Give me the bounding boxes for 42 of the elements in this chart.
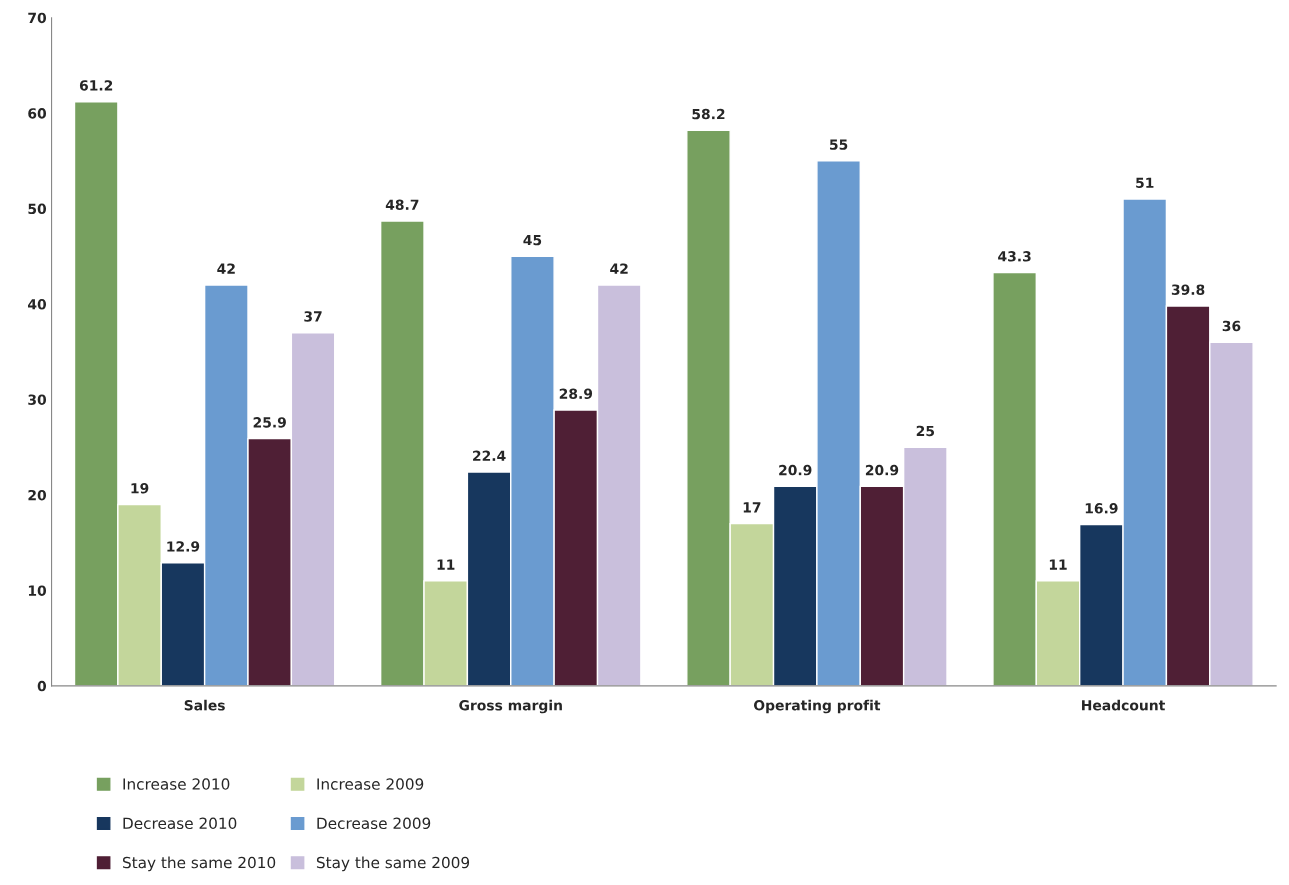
legend-label: Decrease 2009 <box>317 817 431 830</box>
data-label: 48.7 <box>385 199 419 210</box>
y-tick-label: 10 <box>28 585 47 596</box>
data-label: 45 <box>523 234 542 246</box>
data-label: 17 <box>743 502 761 513</box>
data-label: 61.2 <box>79 80 113 91</box>
data-label: 11 <box>1049 559 1067 570</box>
data-label: 42 <box>217 263 235 274</box>
x-tick-label: Gross margin <box>459 699 562 714</box>
x-tick-label: Operating profit <box>753 699 881 714</box>
y-tick-label: 60 <box>28 108 47 119</box>
data-label: 55 <box>830 139 848 150</box>
data-label: 22.4 <box>473 450 506 461</box>
y-tick-label: 70 <box>28 12 47 24</box>
data-label: 37 <box>304 311 322 322</box>
data-label: 42 <box>610 263 628 274</box>
x-tick-label: Sales <box>184 699 225 711</box>
data-label: 39.8 <box>1171 284 1205 295</box>
x-tick-label: Headcount <box>1082 699 1165 711</box>
data-label: 36 <box>1222 320 1241 332</box>
y-tick-label: 40 <box>28 299 47 310</box>
data-label: 16.9 <box>1085 503 1118 514</box>
y-tick-label: 0 <box>37 680 47 692</box>
data-label: 19 <box>131 483 149 494</box>
legend-label: Decrease 2010 <box>123 817 237 830</box>
legend-label: Stay the same 2010 <box>122 856 276 872</box>
data-label: 43.3 <box>998 251 1031 262</box>
data-label: 20.9 <box>865 464 899 476</box>
data-label: 25.9 <box>253 417 286 428</box>
y-tick-label: 30 <box>28 394 47 405</box>
data-label: 58.2 <box>692 108 725 120</box>
data-label: 28.9 <box>559 388 593 399</box>
legend-label: Increase 2009 <box>317 778 424 790</box>
y-tick-label: 20 <box>28 489 47 501</box>
legend-label: Stay the same 2009 <box>316 856 470 872</box>
data-label: 20.9 <box>779 464 812 476</box>
data-label: 12.9 <box>167 541 200 552</box>
data-label: 11 <box>437 559 455 570</box>
data-label: 51 <box>1136 177 1154 189</box>
data-label: 25 <box>916 425 935 437</box>
y-tick-label: 50 <box>28 203 47 215</box>
legend-label: Increase 2010 <box>123 778 230 790</box>
